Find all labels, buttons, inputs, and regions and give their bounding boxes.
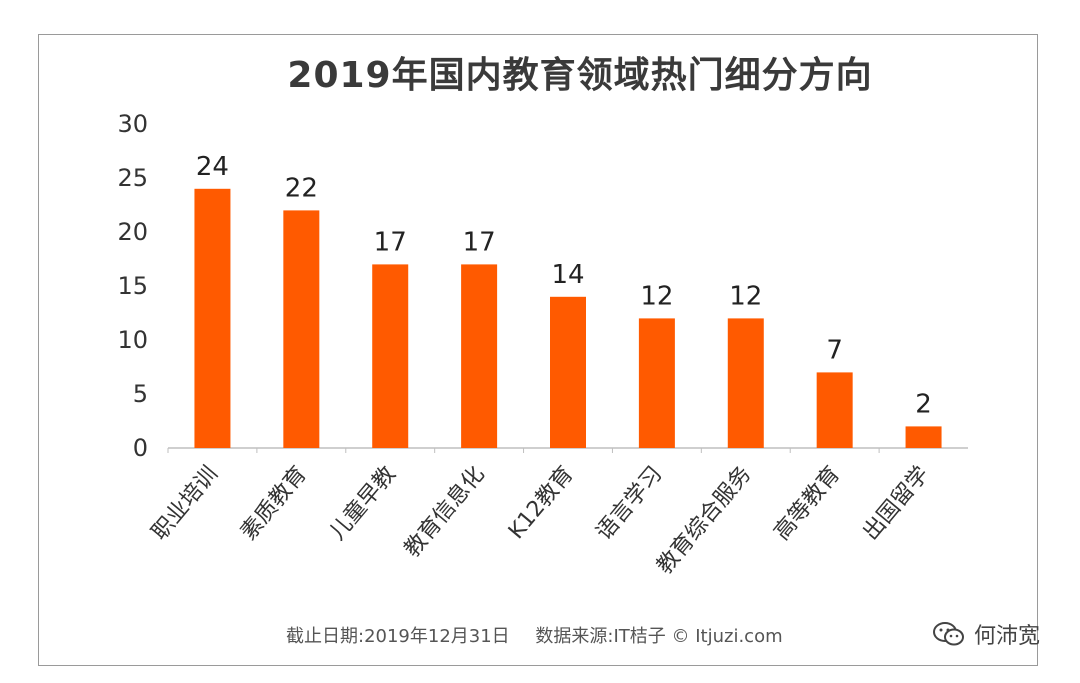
bar xyxy=(372,264,409,448)
y-tick-label: 10 xyxy=(117,326,148,354)
x-tick-label: 儿童早教 xyxy=(325,462,401,545)
data-label: 12 xyxy=(640,281,673,311)
data-label: 12 xyxy=(729,281,762,311)
chart-title: 2019年国内教育领域热门细分方向 xyxy=(287,55,873,96)
y-tick-label: 30 xyxy=(117,110,148,138)
bar xyxy=(816,372,853,448)
x-tick-label: 高等教育 xyxy=(770,462,846,545)
bar xyxy=(283,210,320,448)
bar xyxy=(905,426,942,448)
footnote-date: 截止日期:2019年12月31日 xyxy=(286,626,510,647)
bar xyxy=(461,264,498,448)
y-tick-label: 0 xyxy=(133,434,148,462)
bar xyxy=(638,318,675,448)
wechat-account-name: 何沛宽 xyxy=(973,624,1040,649)
x-tick-label: 素质教育 xyxy=(236,462,312,545)
data-label: 2 xyxy=(915,389,932,419)
x-tick-label: 职业培训 xyxy=(147,462,223,545)
y-tick-label: 20 xyxy=(117,218,148,246)
y-tick-label: 25 xyxy=(117,164,148,192)
wechat-icon xyxy=(932,622,964,646)
footnote-source: 数据来源:IT桔子 © Itjuzi.com xyxy=(535,626,783,647)
bar xyxy=(194,188,231,449)
x-tick-label: 出国留学 xyxy=(858,462,934,545)
bar xyxy=(727,318,764,448)
wechat-watermark: 何沛宽 xyxy=(932,618,1040,650)
data-label: 24 xyxy=(196,152,229,182)
data-label: 22 xyxy=(285,173,318,203)
data-label: 17 xyxy=(463,227,496,257)
bar xyxy=(550,296,586,448)
x-tick-label: 教育综合服务 xyxy=(652,462,756,579)
y-tick-label: 5 xyxy=(133,380,148,408)
x-tick-label: 教育信息化 xyxy=(400,462,490,562)
data-label: 17 xyxy=(374,227,407,257)
y-tick-label: 15 xyxy=(117,272,148,300)
x-tick-label: 语言学习 xyxy=(592,462,668,545)
footnote: 截止日期:2019年12月31日 数据来源:IT桔子 © Itjuzi.com xyxy=(286,622,803,648)
data-label: 14 xyxy=(551,260,584,290)
x-tick-label: K12教育 xyxy=(504,462,579,544)
data-label: 7 xyxy=(826,335,843,365)
